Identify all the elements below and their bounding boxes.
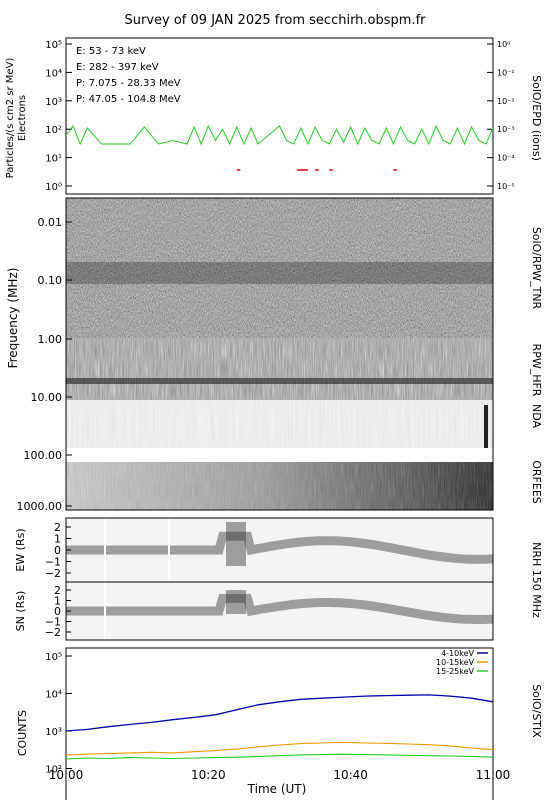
orfees-texture xyxy=(66,462,493,510)
nrh-tick-label: −2 xyxy=(45,626,61,639)
epd-right-label: SolO/EPD (ions) xyxy=(530,75,543,161)
nrh-sn-gap-1 xyxy=(104,582,106,640)
radio-tick-label: 0.01 xyxy=(38,216,63,229)
radio-tick-label: 100.00 xyxy=(24,449,63,462)
time-axis: 10:00 10:20 10:40 11:00 xyxy=(49,768,511,782)
stix-series-10-15kev xyxy=(65,741,494,756)
nrh-tick-label: 0 xyxy=(54,605,61,618)
radio-gap xyxy=(66,448,493,462)
radio-spectrum-panel: 0.01 0.10 1.00 10.00 100.00 1000.00 Frequency… xyxy=(6,197,543,513)
nrh-ew-gap-2 xyxy=(168,518,170,582)
hfr-dark-band xyxy=(66,378,493,384)
nrh-ew-gap-1 xyxy=(104,518,106,582)
time-tick-label: 10:40 xyxy=(333,768,368,782)
radio-tick-label: 0.10 xyxy=(38,274,63,287)
nda-dark-streak xyxy=(484,405,488,448)
time-tick-label: 10:00 xyxy=(49,768,84,782)
nrh-ew-burst xyxy=(226,522,246,566)
stix-tick-label: 10⁵ xyxy=(45,652,62,663)
stix-ylabel: COUNTS xyxy=(16,710,29,756)
stix-legend-1: 4-10keV xyxy=(441,649,474,658)
stix-series-4-10kev xyxy=(65,694,494,732)
epd-left-tick-label: 10⁴ xyxy=(45,68,62,79)
time-tick-label: 10:20 xyxy=(191,768,226,782)
epd-ylabel-electrons: Electrons xyxy=(17,95,28,141)
epd-left-ticks: 10⁰ 10¹ 10² 10³ 10⁴ 10⁵ xyxy=(45,40,72,193)
radio-tick-label: 10.00 xyxy=(31,391,63,404)
nrh-sn-ticks: 210−1−2 xyxy=(45,584,71,639)
nrh-tick-label: −1 xyxy=(45,616,61,629)
epd-legend-e1: E: 53 - 73 keV xyxy=(76,46,146,57)
epd-ylabel: Particles/(s cm2 sr MeV) xyxy=(5,58,16,179)
nrh-ew-label: EW (Rs) xyxy=(14,528,27,571)
stix-legend-2: 10-15keV xyxy=(436,658,475,667)
nrh-tick-label: 2 xyxy=(54,584,61,597)
nrh-tick-label: −2 xyxy=(45,567,61,580)
epd-right-ticks: 10⁻⁵ 10⁻⁴ 10⁻³ 10⁻² 10⁻¹ 10⁰ xyxy=(487,40,515,191)
epd-legend-e2: E: 282 - 397 keV xyxy=(76,62,159,73)
stix-frame xyxy=(65,647,494,800)
nrh-ew-panel: 210−1−2 EW (Rs) xyxy=(14,517,494,583)
epd-left-tick-label: 10² xyxy=(45,125,62,136)
time-axis-label: Time (UT) xyxy=(247,782,307,796)
epd-legend-p2: P: 47.05 - 104.8 MeV xyxy=(76,94,181,105)
epd-left-tick-label: 10⁵ xyxy=(45,40,62,51)
nrh-ew-source-track xyxy=(66,531,494,564)
radio-tick-label: 1000.00 xyxy=(17,500,63,513)
epd-right-tick-label: 10⁻⁴ xyxy=(497,154,515,163)
radio-frame xyxy=(65,197,494,511)
stix-tick-label: 10³ xyxy=(45,727,62,738)
nrh-sn-label: SN (Rs) xyxy=(14,591,27,632)
nrh-right-label: NRH 150 MHz xyxy=(530,542,543,618)
nrh-tick-label: 0 xyxy=(54,544,61,557)
nrh-tick-label: 1 xyxy=(54,533,61,546)
epd-right-tick-label: 10⁰ xyxy=(497,40,510,49)
stix-tick-label: 10⁴ xyxy=(45,690,62,701)
epd-left-tick-label: 10⁰ xyxy=(45,182,62,193)
label-orfees: ORFEES xyxy=(530,460,543,504)
label-nda: NDA xyxy=(530,404,543,429)
epd-left-tick-label: 10¹ xyxy=(45,154,62,165)
label-rpw-tnr: SolO/RPW_TNR xyxy=(530,227,543,310)
nrh-sn-panel: 210−1−2 SN (Rs) NRH 150 MHz xyxy=(14,542,543,641)
epd-frame xyxy=(65,37,494,195)
epd-right-tick-label: 10⁻² xyxy=(497,97,515,106)
epd-legend-p1: P: 7.075 - 28.33 MeV xyxy=(76,78,181,89)
nrh-ew-ticks: 210−1−2 xyxy=(45,521,71,580)
nda-spectrum xyxy=(66,400,493,448)
tnr-dark-band xyxy=(66,262,493,284)
nrh-tick-label: 2 xyxy=(54,521,61,534)
hfr-spectrum xyxy=(66,338,493,400)
nrh-sn-source-track xyxy=(66,593,494,624)
stix-series-15-25kev xyxy=(65,753,494,760)
radio-ylabel: Frequency (MHz) xyxy=(6,268,20,369)
epd-right-tick-label: 10⁻³ xyxy=(497,125,515,134)
epd-left-tick-label: 10³ xyxy=(45,97,62,108)
nrh-tick-label: 1 xyxy=(54,595,61,608)
figure-title: Survey of 09 JAN 2025 from secchirh.obsp… xyxy=(125,13,427,28)
stix-tick-label: 10² xyxy=(45,765,62,776)
stix-legend-3: 15-25keV xyxy=(436,667,475,676)
stix-right-label: SolO/STIX xyxy=(530,684,543,738)
tnr-spectrum xyxy=(66,198,493,338)
epd-right-tick-label: 10⁻⁵ xyxy=(497,182,515,191)
nrh-tick-label: −1 xyxy=(45,556,61,569)
label-rpw-hfr: RPW_HFR xyxy=(530,344,543,397)
radio-frequency-ticks: 0.01 0.10 1.00 10.00 100.00 1000.00 xyxy=(17,216,72,513)
epd-right-tick-label: 10⁻¹ xyxy=(497,68,515,77)
epd-e1-line xyxy=(65,124,494,146)
nrh-sn-burst xyxy=(226,590,246,614)
time-tick-label: 11:00 xyxy=(476,768,511,782)
radio-tick-label: 1.00 xyxy=(38,333,63,346)
